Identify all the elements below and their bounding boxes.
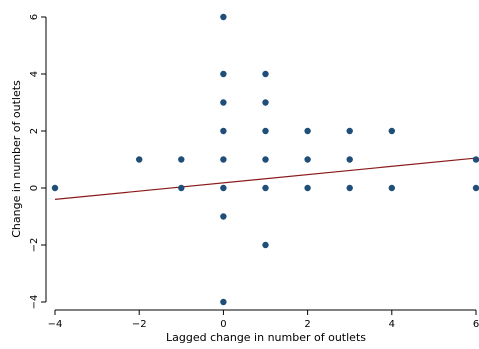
data-point [304,184,311,192]
data-point [178,156,185,163]
data-point [346,156,353,163]
data-point [346,127,353,135]
data-point [262,241,269,249]
data-point [220,99,227,106]
data-point [388,127,395,135]
data-point [304,156,311,163]
x-tick-label: 6 [473,319,479,330]
axes: −4 −2 0 2 4 6 −4 −2 0 2 4 6 [29,14,479,330]
data-point [262,184,269,192]
data-point [220,127,227,135]
data-point [388,184,395,192]
y-tick-label: 0 [29,185,40,191]
data-point [262,70,269,78]
data-point [262,127,269,135]
x-axis-title: Lagged change in number of outlets [166,331,366,344]
data-point [178,184,185,192]
x-tick-label: 0 [220,319,226,330]
y-tick-label: 4 [29,71,40,77]
x-tick-label: −4 [48,319,63,330]
y-tick-label: −4 [29,295,40,310]
data-point [220,13,227,21]
data-point [346,184,353,192]
data-point [304,127,311,135]
data-point [220,70,227,78]
data-point [51,184,59,192]
data-point [220,184,227,192]
points-layer [51,13,479,306]
fit-line [54,157,477,200]
x-tick-label: −2 [132,319,147,330]
data-point [472,156,479,163]
data-point [472,184,479,192]
y-axis-title: Change in number of outlets [10,80,23,238]
data-point [262,156,269,163]
y-tick-label: −2 [29,238,40,253]
fit-line-layer [54,157,477,200]
data-point [136,156,143,163]
y-tick-label: 6 [29,14,40,20]
y-tick-label: 2 [29,128,40,134]
data-point [220,156,227,163]
data-point [220,213,227,220]
x-tick-label: 2 [304,319,310,330]
data-point [262,99,269,106]
data-point [220,298,227,306]
x-tick-label: 4 [389,319,395,330]
